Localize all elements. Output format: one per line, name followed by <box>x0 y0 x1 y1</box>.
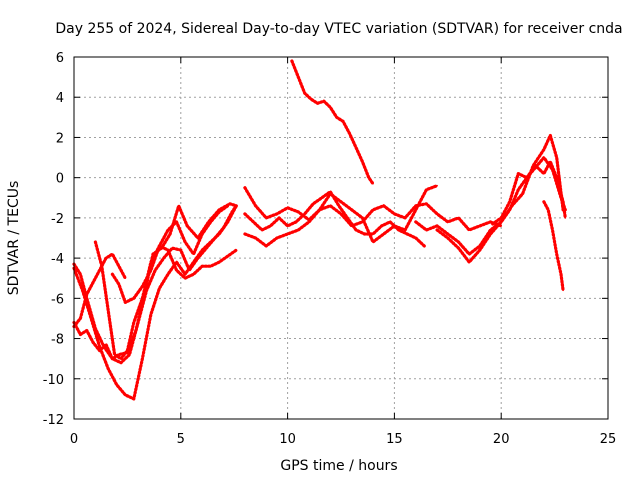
chart-title: Day 255 of 2024, Sidereal Day-to-day VTE… <box>55 21 622 37</box>
series-sat-m-line <box>491 160 567 225</box>
series-sat-j-line <box>291 60 374 185</box>
y-tick-label: -12 <box>43 413 64 428</box>
y-tick-label: -4 <box>51 252 64 267</box>
y-tick-label: -2 <box>51 212 64 227</box>
ticks: 0 5 10 15 20 25 -12 -10 -8 -6 -4 -2 0 2 4 6 <box>43 51 617 447</box>
x-axis-title: GPS time / hours <box>280 458 397 474</box>
x-tick-label: 15 <box>386 432 403 447</box>
grid <box>74 57 608 419</box>
series-sat-j-markers <box>290 59 375 186</box>
series-layer <box>72 59 567 401</box>
series-sat-g-line <box>244 186 502 231</box>
y-tick-label: 2 <box>56 131 64 146</box>
y-tick-label: -8 <box>51 333 64 348</box>
series-sat-e-line <box>111 205 229 304</box>
x-tick-label: 20 <box>493 432 510 447</box>
x-tick-label: 0 <box>70 432 78 447</box>
x-tick-label: 25 <box>600 432 617 447</box>
y-tick-label: -6 <box>51 292 64 307</box>
y-tick-label: 0 <box>56 172 64 187</box>
series-sat-b-line <box>73 205 238 400</box>
series-sat-n-markers <box>542 200 565 292</box>
y-tick-label: 4 <box>56 91 64 106</box>
y-tick-label: 6 <box>56 51 64 66</box>
x-tick-label: 5 <box>177 432 185 447</box>
series-sat-h-line <box>244 184 438 247</box>
x-tick-label: 10 <box>279 432 296 447</box>
series-sat-n-line <box>543 201 564 292</box>
series-sat-i-line <box>244 190 426 247</box>
y-axis-title: SDTVAR / TECUs <box>6 181 22 296</box>
plot-frame <box>73 56 609 420</box>
y-tick-label: -10 <box>43 373 64 388</box>
series-sat-f-line <box>73 253 127 328</box>
series-sat-k-line <box>415 134 564 255</box>
